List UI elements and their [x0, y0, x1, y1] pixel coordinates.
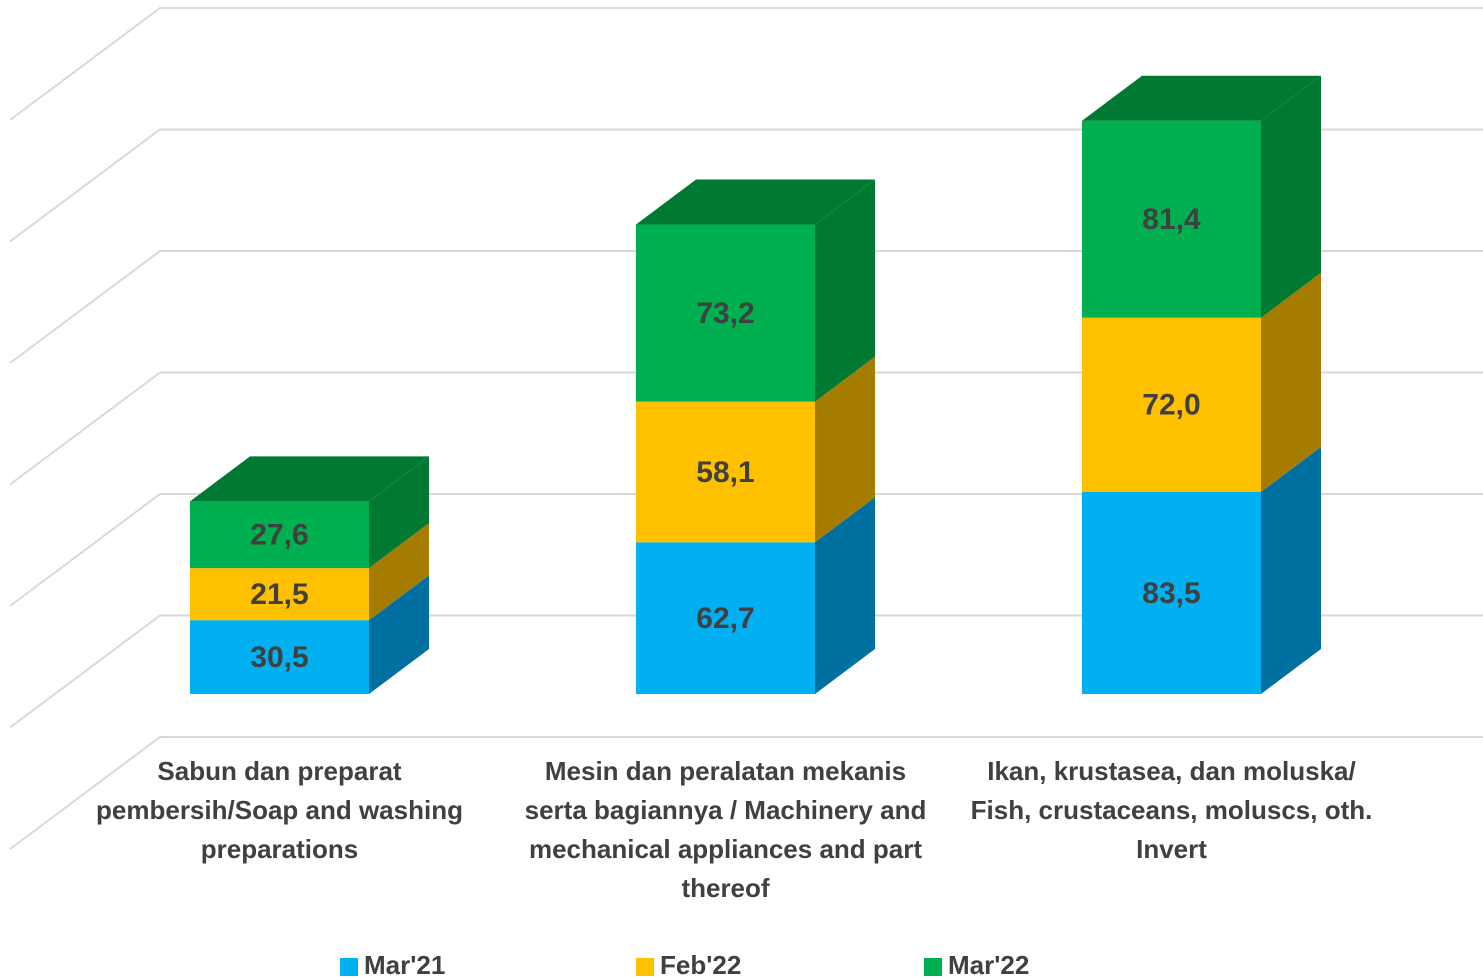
legend-label: Feb'22	[660, 950, 741, 978]
bar-top	[1082, 75, 1321, 121]
value-label: 62,7	[696, 602, 754, 635]
bar-side	[1261, 272, 1321, 492]
bar-side	[369, 575, 429, 694]
legend-swatch	[924, 958, 942, 976]
legend-label: Mar'22	[948, 950, 1029, 978]
value-label: 30,5	[250, 641, 308, 674]
bar-segment	[190, 501, 369, 569]
value-label: 73,2	[696, 297, 754, 330]
legend-label: Mar'21	[364, 950, 445, 978]
grid-line	[9, 371, 1483, 486]
grid-line	[9, 7, 1483, 121]
bar-side	[815, 356, 875, 543]
bar-top	[190, 456, 429, 502]
value-label: 58,1	[696, 456, 754, 489]
bar-side	[815, 179, 875, 402]
bar-segment	[1082, 491, 1261, 694]
bar-segment	[636, 542, 815, 694]
grid-line	[9, 736, 1483, 850]
bar-side	[369, 523, 429, 621]
value-label: 83,5	[1142, 577, 1200, 610]
grid-line	[9, 493, 1483, 607]
value-label: 21,5	[250, 578, 308, 611]
bar-segment	[190, 568, 369, 621]
grid-line	[9, 614, 1483, 729]
bar-side	[369, 456, 429, 569]
x-tick-label: Ikan, krustasea, dan moluska/ Fish, crus…	[970, 756, 1373, 864]
bar-side	[1261, 75, 1321, 318]
x-tick-label: Mesin dan peralatan mekanis serta bagian…	[524, 756, 927, 903]
grid-line	[9, 128, 1483, 243]
bar-segment	[636, 401, 815, 543]
x-tick-label: Sabun dan preparat pembersih/Soap and wa…	[96, 756, 463, 864]
bar-segment	[190, 620, 369, 694]
bar-segment	[636, 224, 815, 402]
bar-side	[815, 497, 875, 694]
legend-swatch	[340, 958, 358, 976]
bar-side	[1261, 446, 1321, 694]
value-label: 81,4	[1142, 203, 1201, 236]
bar-segment	[1082, 120, 1261, 318]
legend-swatch	[636, 958, 654, 976]
value-label: 72,0	[1142, 389, 1200, 422]
bar-top	[636, 179, 875, 225]
grid-line	[9, 250, 1483, 364]
bar-segment	[1082, 317, 1261, 492]
value-label: 27,6	[250, 519, 308, 552]
